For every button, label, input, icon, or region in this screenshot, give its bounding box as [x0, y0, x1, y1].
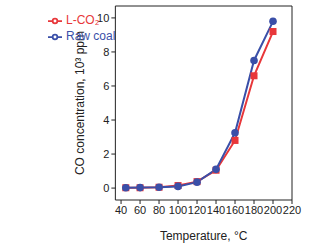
svg-text:0: 0	[103, 182, 109, 194]
svg-text:120: 120	[188, 204, 206, 216]
svg-text:Temperature, °C: Temperature, °C	[160, 229, 248, 243]
svg-text:160: 160	[226, 204, 244, 216]
svg-text:200: 200	[264, 204, 282, 216]
svg-text:80: 80	[153, 204, 165, 216]
svg-text:10: 10	[97, 12, 109, 24]
svg-text:8: 8	[103, 46, 109, 58]
svg-text:140: 140	[207, 204, 225, 216]
html-text:Raw coal: Raw coal	[66, 29, 116, 43]
svg-text:60: 60	[134, 204, 146, 216]
svg-text:2: 2	[103, 148, 109, 160]
svg-text:180: 180	[245, 204, 263, 216]
svg-text:6: 6	[103, 80, 109, 92]
svg-text:40: 40	[115, 204, 127, 216]
svg-text:100: 100	[169, 204, 187, 216]
svg-text:4: 4	[103, 114, 109, 126]
svg-text:CO concentration, 10³ ppm: CO concentration, 10³ ppm	[73, 31, 87, 175]
html-text:L-CO₂: L-CO₂	[66, 13, 100, 27]
svg-text:220: 220	[283, 204, 301, 216]
